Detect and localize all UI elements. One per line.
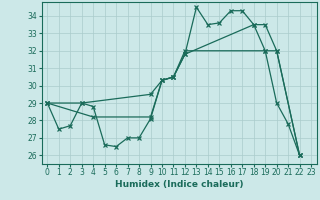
X-axis label: Humidex (Indice chaleur): Humidex (Indice chaleur) [115,180,244,189]
